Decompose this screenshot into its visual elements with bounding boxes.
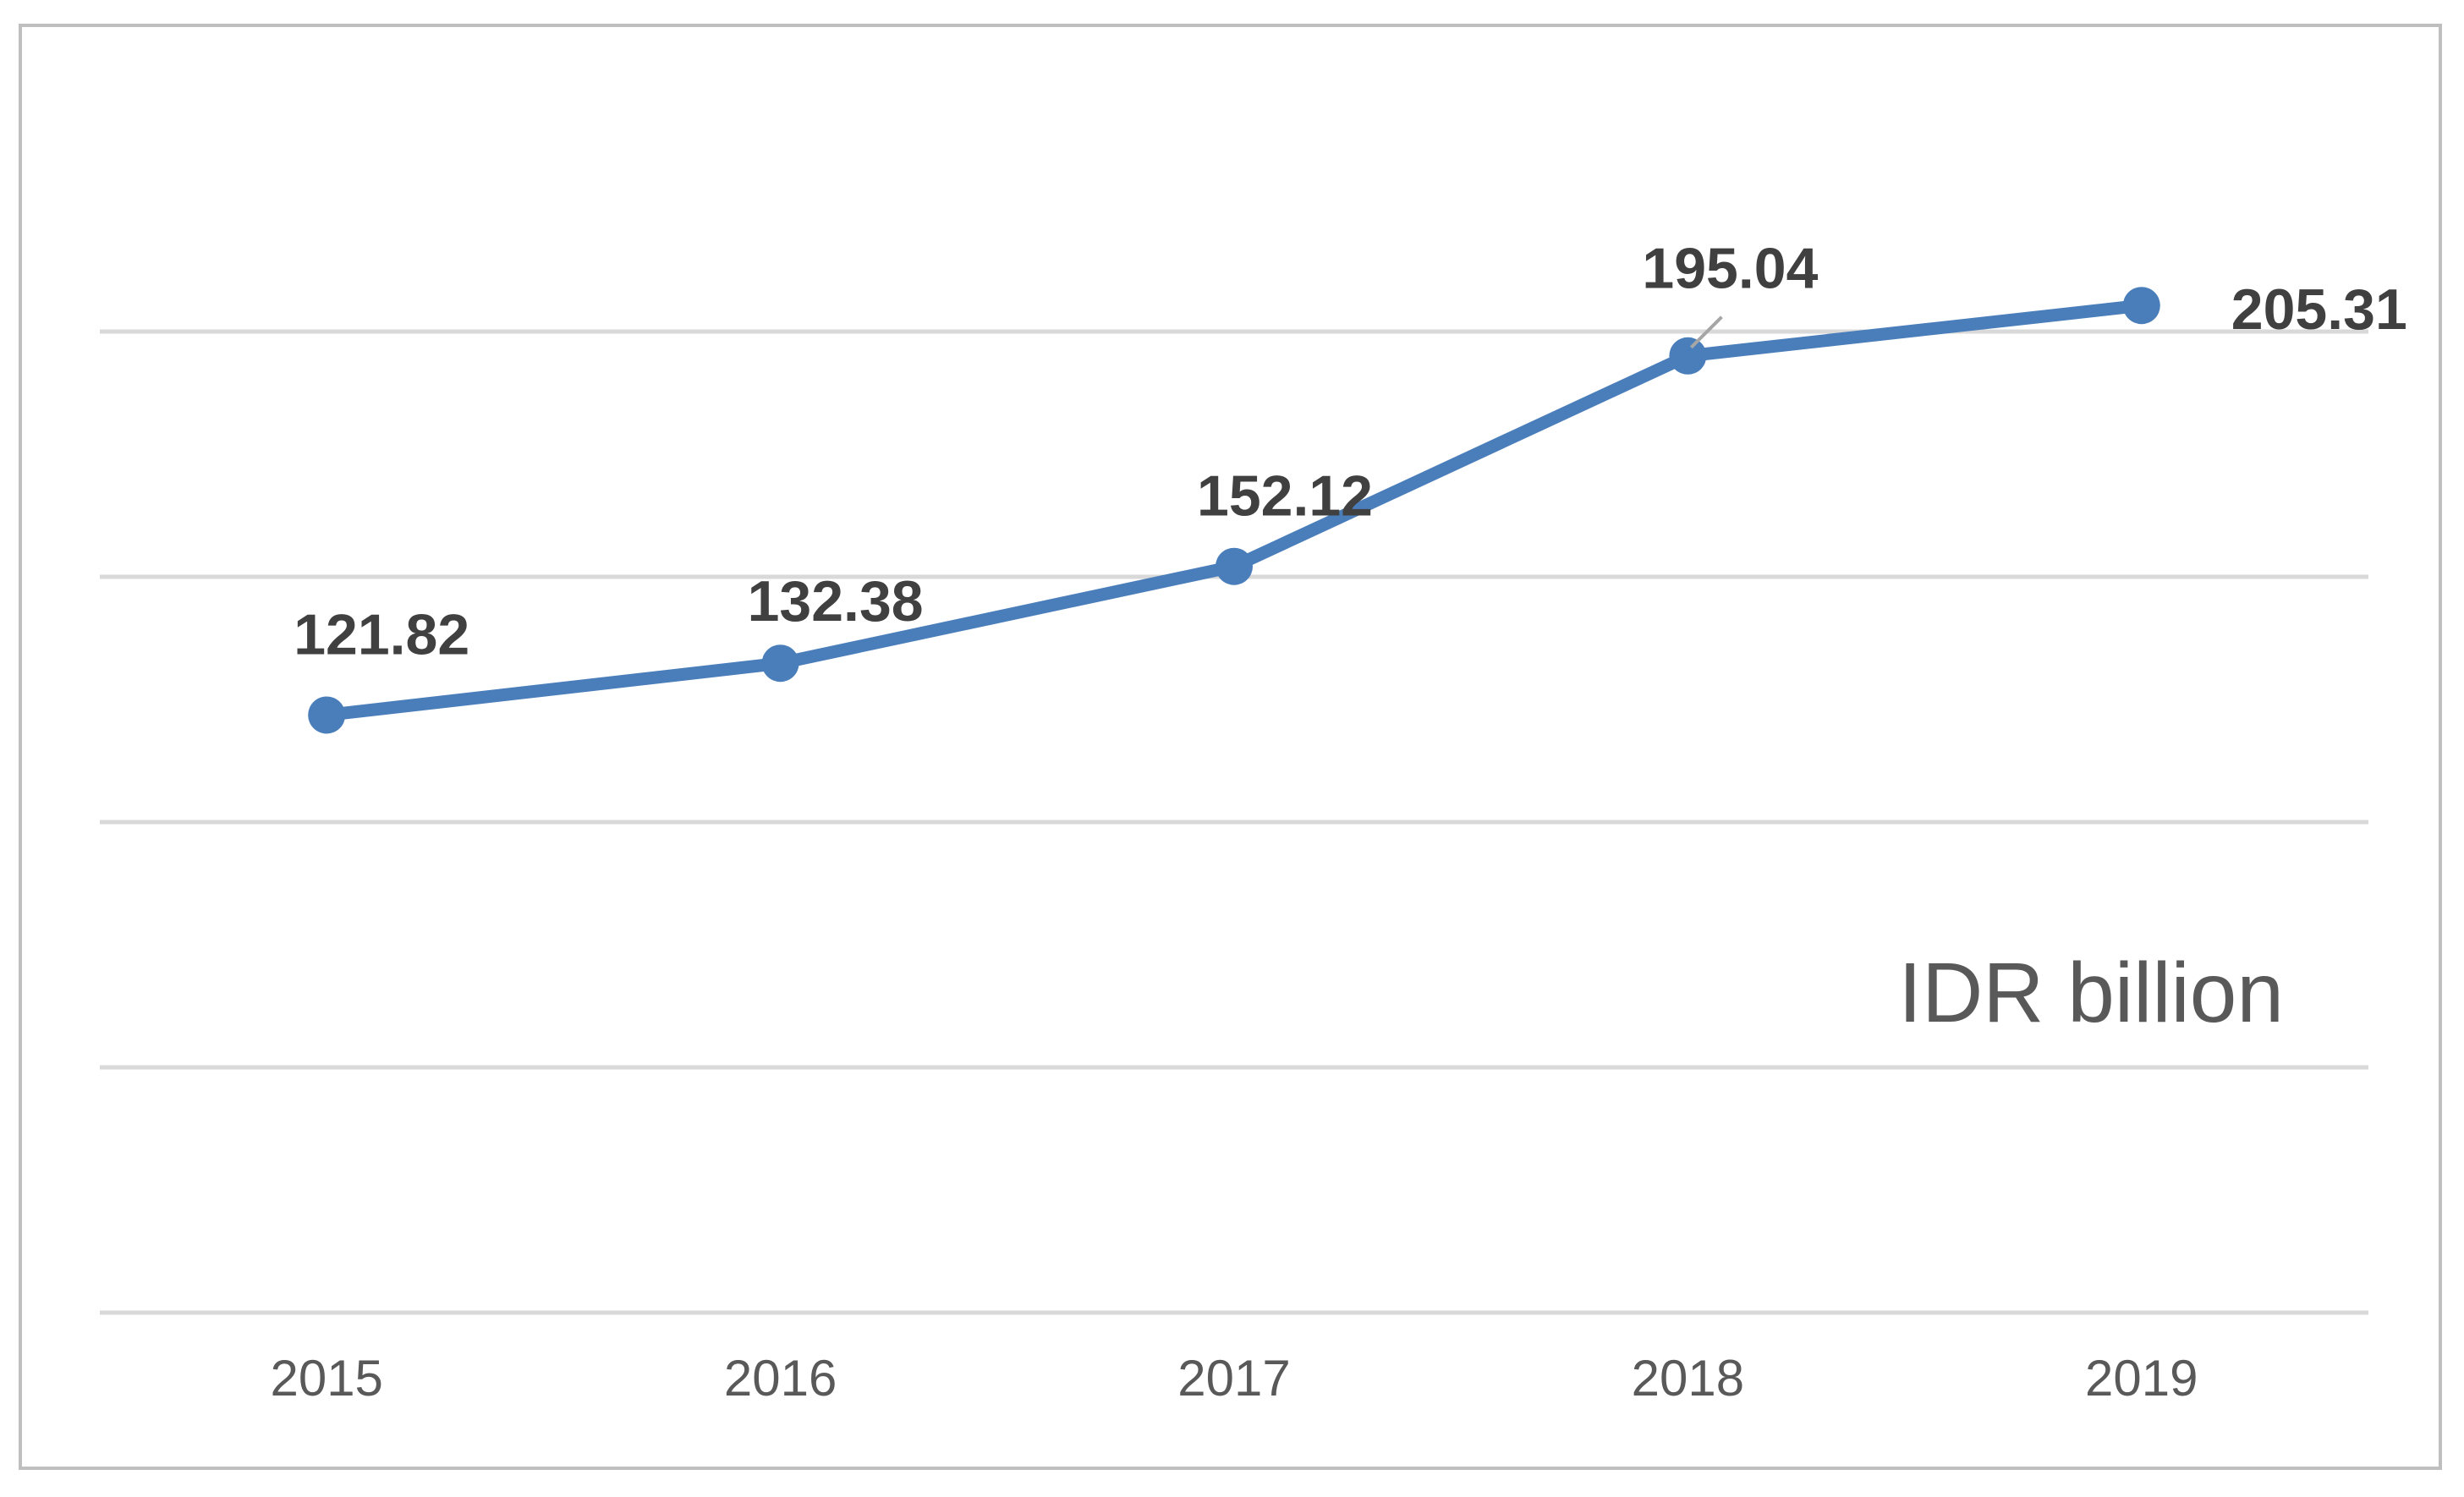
x-tick-label: 2018 — [1632, 1350, 1744, 1407]
data-point-marker — [761, 644, 799, 683]
data-label: 121.82 — [294, 602, 469, 666]
x-tick-label: 2015 — [270, 1350, 382, 1407]
data-label: 132.38 — [748, 569, 924, 633]
x-tick-label: 2017 — [1177, 1350, 1290, 1407]
data-label: 205.31 — [2231, 277, 2407, 342]
chart-frame — [19, 24, 2442, 1470]
unit-annotation: IDR billion — [1898, 946, 2284, 1040]
data-point-marker — [2122, 287, 2160, 325]
gridlines — [100, 329, 2368, 1315]
data-labels: 121.82 132.38 152.12 195.04 205.31 — [294, 237, 2407, 667]
label-leader-line — [1689, 315, 1723, 349]
x-tick-label: 2016 — [724, 1350, 837, 1407]
x-tick-label: 2019 — [2085, 1350, 2198, 1407]
data-label: 195.04 — [1642, 237, 1818, 301]
data-point-marker — [308, 696, 346, 734]
data-label: 152.12 — [1197, 464, 1373, 529]
series-layer — [308, 287, 2160, 734]
data-point-marker — [1216, 547, 1253, 585]
x-axis-ticks: 2015 2016 2017 2018 2019 — [270, 1350, 2198, 1407]
data-point-marker — [1669, 337, 1707, 375]
